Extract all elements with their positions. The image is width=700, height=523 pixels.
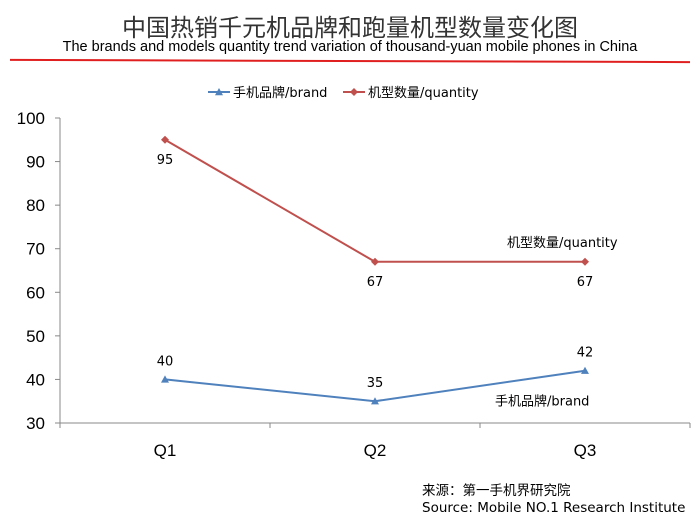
- series-annotation-brand: 手机品牌/brand: [495, 394, 589, 410]
- y-tick-label: 70: [26, 240, 45, 259]
- legend-swatch-marker: [215, 88, 223, 96]
- legend-swatch-marker: [350, 88, 358, 96]
- source-note: 来源：第一手机界研究院 Source: Mobile NO.1 Research…: [422, 483, 685, 517]
- data-point: [161, 135, 169, 144]
- series-annotation-quantity: 机型数量/quantity: [507, 236, 618, 251]
- data-label: 95: [157, 153, 174, 168]
- legend: 手机品牌/brand 机型数量/quantity: [208, 85, 479, 101]
- data-label: 67: [577, 275, 594, 290]
- data-point: [371, 397, 379, 405]
- legend-label: 手机品牌/brand: [233, 85, 327, 101]
- chart-title-en: The brands and models quantity trend var…: [62, 39, 638, 55]
- data-label: 35: [367, 376, 384, 391]
- x-tick-label: Q2: [364, 441, 387, 460]
- data-point: [581, 257, 589, 266]
- data-label: 40: [157, 354, 174, 369]
- y-tick-label: 30: [26, 414, 45, 433]
- y-tick-label: 90: [26, 153, 45, 172]
- y-tick-label: 60: [26, 283, 45, 302]
- data-point: [581, 366, 589, 374]
- y-tick-label: 40: [26, 370, 45, 389]
- source-cn: 来源：第一手机界研究院: [422, 483, 571, 499]
- chart-title-cn: 中国热销千元机品牌和跑量机型数量变化图: [122, 14, 578, 42]
- y-tick-label: 80: [26, 196, 45, 215]
- y-tick-label: 100: [17, 109, 45, 128]
- legend-label: 机型数量/quantity: [368, 86, 479, 101]
- data-point: [161, 375, 169, 383]
- data-labels: 40 35 42 95 67 67 手机品牌/brand 机型数量/quantity: [157, 153, 618, 410]
- y-tick-label: 50: [26, 327, 45, 346]
- x-tick-label: Q3: [574, 441, 597, 460]
- axes: 30 40 50 60 70 80 90 100 Q1 Q2 Q3: [17, 109, 691, 460]
- series-layer: [161, 135, 589, 405]
- data-label: 42: [577, 346, 594, 361]
- data-point: [371, 257, 379, 266]
- x-tick-label: Q1: [154, 441, 177, 460]
- data-label: 67: [367, 275, 384, 290]
- source-en: Source: Mobile NO.1 Research Institute: [422, 500, 686, 516]
